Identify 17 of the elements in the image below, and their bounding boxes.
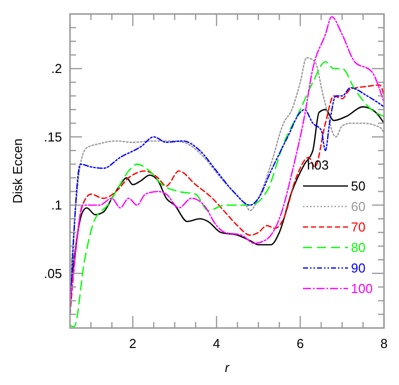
- y-axis-title: Disk Eccen: [10, 138, 25, 204]
- y-tick-label: .05: [44, 266, 62, 281]
- x-tick-label: 2: [129, 336, 136, 351]
- x-axis-title: r: [224, 360, 230, 375]
- legend-title: h03: [307, 158, 329, 173]
- legend-label: 80: [351, 240, 366, 256]
- legend-label: 60: [351, 199, 366, 214]
- legend-label: 50: [351, 178, 366, 194]
- y-tick-label: .2: [51, 61, 62, 76]
- legend-label: 70: [351, 220, 366, 235]
- y-tick-label: .1: [51, 198, 62, 213]
- x-tick-label: 6: [296, 336, 304, 351]
- x-tick-label: 4: [212, 336, 220, 351]
- legend-label: 100: [351, 281, 373, 296]
- x-tick-label: 8: [380, 336, 388, 351]
- legend-label: 90: [351, 260, 366, 276]
- y-tick-label: .15: [44, 129, 62, 144]
